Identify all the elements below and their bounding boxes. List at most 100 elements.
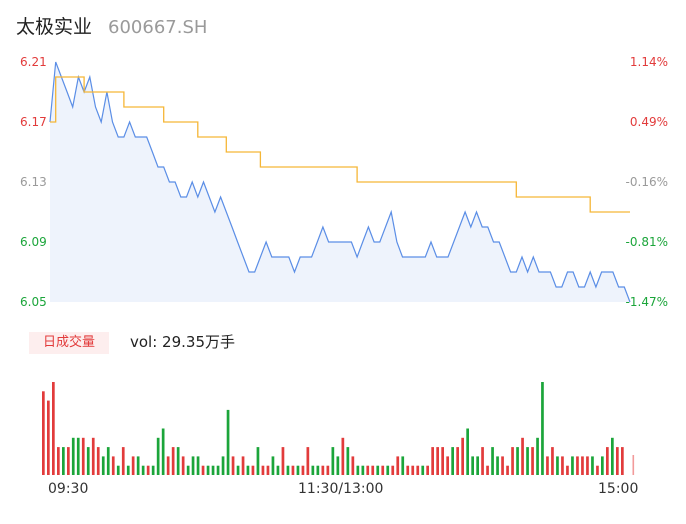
volume-bar [591,456,594,475]
volume-bar [171,447,175,475]
volume-bar [351,456,355,475]
volume-bar [86,447,90,475]
volume-bar [186,465,190,475]
price-tick-label: 6.21 [20,55,47,69]
volume-bar [481,447,484,475]
volume-bar [346,447,350,475]
volume-bar [47,400,50,475]
volume-bar [376,465,380,475]
volume-bar [331,447,335,475]
volume-bar [281,447,285,475]
volume-bar [226,409,230,475]
volume-bar [136,456,140,475]
volume-bar [271,456,275,475]
volume-bar [246,465,250,475]
price-tick-label: 6.17 [20,115,47,129]
volume-bar [451,447,454,475]
volume-bar [121,447,125,475]
volume-bar [146,465,150,475]
volume-bar [466,428,469,475]
average-price-line [50,76,630,213]
price-tick-label: 6.05 [20,295,47,309]
volume-bar [341,437,345,475]
volume-bar [606,447,609,475]
volume-bar [306,447,310,475]
volume-bar [361,465,365,475]
volume-bar [391,465,395,475]
volume-bar [57,447,60,475]
volume-bar [166,456,170,475]
volume-bar [541,382,544,475]
volume-bar [576,456,579,475]
volume-bar [406,465,410,475]
volume-bar [241,456,245,475]
percent-tick-label: -1.47% [626,295,668,309]
volume-bar [581,456,584,475]
volume-bar [141,465,145,475]
volume-bar [496,456,499,475]
volume-bar [516,447,519,475]
percent-tick-label: 0.49% [630,115,668,129]
volume-bar [276,465,280,475]
volume-bar [131,456,135,475]
volume-bar [621,447,624,475]
volume-bar [511,447,514,475]
volume-bar [201,465,205,475]
volume-bar [256,447,260,475]
volume-bar [261,465,265,475]
volume-bar [251,465,255,475]
volume-bar [106,447,110,475]
volume-bar [311,465,315,475]
volume-bar [116,465,120,475]
volume-bar [521,437,524,475]
volume-bar [221,456,225,475]
price-area-fill [50,62,630,302]
price-tick-label: 6.13 [20,175,47,189]
volume-bar [561,456,564,475]
volume-bar [216,465,220,475]
volume-bar [291,465,295,475]
volume-bar [526,447,529,475]
volume-bar [506,465,509,475]
volume-bar [491,447,494,475]
volume-bar [156,437,160,475]
volume-bar [286,465,290,475]
volume-bar [401,456,405,475]
volume-bar [96,447,100,475]
volume-bar [266,465,270,475]
volume-bar [556,456,559,475]
percent-tick-label: -0.16% [626,175,668,189]
volume-bar [381,465,385,475]
volume-bar [236,465,240,475]
volume-bar [76,437,80,475]
time-tick-open: 09:30 [48,481,89,497]
volume-bar [326,465,330,475]
volume-bar [426,465,429,475]
volume-bar [441,447,444,475]
volume-bar [62,447,65,475]
volume-bar [601,456,604,475]
volume-bar [91,437,95,475]
volume-bar [42,391,45,475]
volume-bar [111,456,115,475]
volume-bar [126,465,130,475]
volume-bar [461,437,464,475]
volume-bar [231,456,235,475]
volume-readout: vol: 29.35万手 [130,333,235,351]
volume-bar [196,456,200,475]
volume-bar [176,447,180,475]
volume-bar [52,382,55,475]
percent-tick-label: 1.14% [630,55,668,69]
stock-code: 600667.SH [108,17,208,38]
volume-bar [67,447,70,475]
price-line [49,61,631,303]
stock-header: 太极实业 600667.SH [16,12,207,38]
volume-bar [616,447,619,475]
daily-volume-badge: 日成交量 [29,332,109,354]
price-tick-label: 6.09 [20,235,47,249]
volume-bar [546,456,549,475]
volume-bar [456,447,459,475]
volume-bar [161,428,165,475]
volume-bar [336,456,340,475]
